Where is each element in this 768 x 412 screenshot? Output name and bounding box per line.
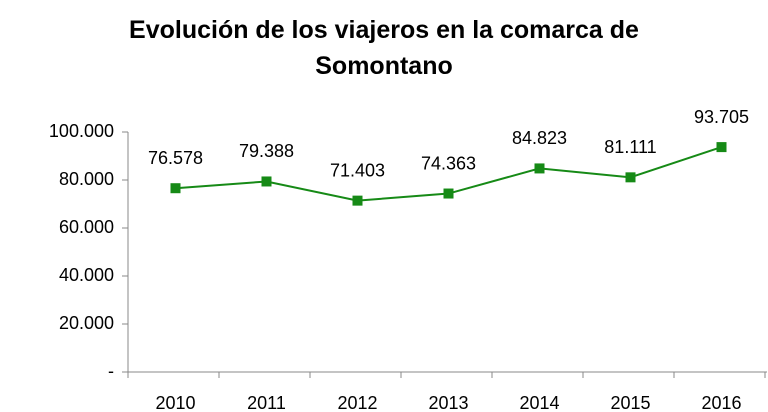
y-tick-label: 40.000: [59, 265, 114, 285]
y-tick-label: 20.000: [59, 313, 114, 333]
data-label: 71.403: [330, 160, 385, 180]
y-tick-label: 60.000: [59, 217, 114, 237]
point-marker: [443, 188, 454, 199]
y-tick-label: 80.000: [59, 169, 114, 189]
point-marker: [625, 172, 636, 183]
point-marker: [534, 163, 545, 174]
y-tick-label: 100.000: [49, 121, 114, 141]
data-label: 79.388: [239, 141, 294, 161]
x-tick-label: 2010: [155, 393, 195, 412]
y-tick-label: -: [108, 361, 114, 381]
data-label: 84.823: [512, 128, 567, 148]
point-marker: [261, 176, 272, 187]
point-marker: [716, 142, 727, 153]
chart-title: Evolución de los viajeros en la comarca …: [129, 16, 639, 80]
point-marker: [352, 195, 363, 206]
x-tick-label: 2014: [519, 393, 559, 412]
x-tick-label: 2012: [337, 393, 377, 412]
x-tick-label: 2011: [247, 393, 286, 412]
x-tick-label: 2013: [428, 393, 468, 412]
point-marker: [170, 183, 181, 194]
data-label: 81.111: [604, 137, 656, 157]
x-tick-label: 2015: [610, 393, 650, 412]
x-tick-label: 2016: [701, 393, 741, 412]
data-label: 74.363: [421, 153, 476, 173]
data-label: 76.578: [148, 148, 203, 168]
data-label: 93.705: [694, 107, 749, 127]
